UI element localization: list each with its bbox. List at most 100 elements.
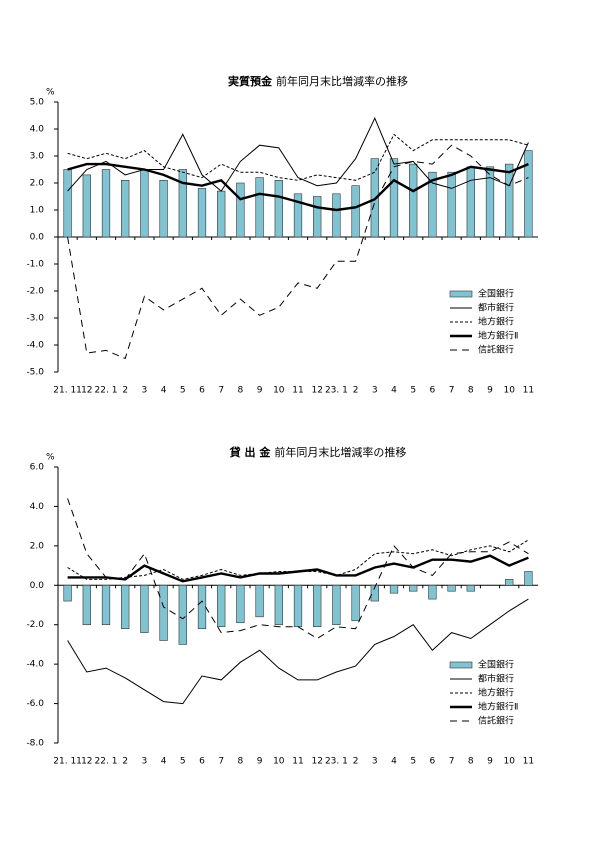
- bar: [178, 169, 187, 238]
- bar: [159, 584, 168, 641]
- bar: [409, 584, 418, 592]
- bar: [255, 584, 264, 618]
- x-tick-label: 12: [311, 757, 322, 767]
- x-tick-label: 5: [180, 386, 186, 396]
- x-tick-label: 12: [81, 386, 92, 396]
- y-tick-label: 2.0: [30, 179, 45, 189]
- x-tick-label: 8: [238, 757, 244, 767]
- bar: [428, 171, 437, 238]
- y-tick-label: -5.0: [26, 368, 44, 378]
- bar: [82, 174, 91, 238]
- bar: [236, 182, 245, 238]
- legend-label: 地方銀行Ⅱ: [478, 330, 518, 342]
- x-tick-label: 8: [468, 386, 474, 396]
- y-tick-label: 3.0: [30, 152, 45, 162]
- legend-label: 全国銀行: [478, 659, 514, 671]
- x-tick-label: 8: [238, 386, 244, 396]
- x-tick-label: 3: [142, 386, 148, 396]
- bar: [370, 584, 379, 602]
- bar: [140, 169, 149, 238]
- bar: [447, 584, 456, 592]
- bar: [255, 177, 264, 238]
- line-series: [67, 598, 529, 705]
- legend-label: 信託銀行: [478, 715, 514, 727]
- y-tick-label: -6.0: [26, 699, 44, 709]
- bar: [524, 571, 533, 586]
- bar: [485, 166, 495, 238]
- x-tick-label: 4: [161, 386, 167, 396]
- bar: [217, 584, 226, 627]
- x-tick-label: 6: [199, 386, 205, 396]
- legend-label: 地方銀行: [478, 316, 514, 328]
- y-unit: %: [46, 88, 55, 98]
- bar: [121, 180, 130, 238]
- line-series: [67, 539, 529, 580]
- x-tick-label: 11: [523, 386, 534, 396]
- y-tick-label: -3.0: [26, 314, 44, 324]
- line-series: [67, 498, 529, 640]
- x-tick-label: 8: [468, 757, 474, 767]
- bar: [236, 584, 245, 624]
- bar: [409, 163, 418, 238]
- bar: [389, 584, 399, 594]
- x-tick-label: 10: [273, 386, 285, 396]
- bar: [351, 584, 360, 622]
- x-tick-label: 9: [487, 757, 493, 767]
- y-tick-label: -2.0: [26, 287, 44, 297]
- legend-label: 全国銀行: [478, 288, 514, 300]
- chart-title: 実質預金 前年同月末比増減率の推移: [228, 74, 408, 88]
- title-sub: 前年同月末比増減率の推移: [274, 445, 406, 459]
- x-tick-label: 12: [81, 757, 92, 767]
- title-main: 実質預金: [228, 74, 273, 88]
- bar: [63, 584, 72, 602]
- bar: [197, 188, 207, 238]
- x-tick-label: 23. 1: [325, 757, 348, 767]
- y-tick-label: 6.0: [30, 463, 45, 473]
- x-tick-label: 22. 1: [95, 386, 118, 396]
- x-tick-label: 10: [273, 757, 285, 767]
- bar: [293, 584, 303, 627]
- x-tick-label: 11: [292, 386, 303, 396]
- x-tick-label: 12: [311, 386, 322, 396]
- x-tick-label: 3: [142, 757, 148, 767]
- bar: [217, 190, 226, 238]
- x-tick-label: 21. 11: [53, 757, 82, 767]
- line-series: [67, 144, 529, 360]
- bar: [447, 171, 456, 238]
- x-tick-label: 2: [353, 386, 359, 396]
- x-tick-label: 7: [218, 757, 224, 767]
- y-tick-label: -4.0: [26, 660, 44, 670]
- legend-label: 地方銀行: [478, 687, 514, 699]
- legend-swatch: [449, 290, 473, 298]
- bar: [121, 584, 130, 629]
- bar: [313, 196, 322, 238]
- x-tick-label: 4: [391, 757, 397, 767]
- bar: [178, 584, 187, 645]
- legend-label: 都市銀行: [478, 302, 514, 314]
- chart-title: 貸 出 金前年同月末比増減率の推移: [229, 445, 407, 459]
- title-sub: 前年同月末比増減率の推移: [276, 74, 408, 88]
- line-series: [67, 162, 529, 212]
- x-tick-label: 2: [122, 757, 128, 767]
- bar: [524, 150, 533, 238]
- y-tick-label: -4.0: [26, 341, 44, 351]
- bar: [505, 163, 514, 238]
- bar: [389, 158, 399, 238]
- bar: [159, 180, 168, 238]
- legend-swatch: [449, 661, 473, 669]
- y-tick-label: 2.0: [30, 541, 45, 551]
- bar: [274, 180, 283, 238]
- x-tick-label: 11: [523, 757, 534, 767]
- bar: [466, 166, 475, 238]
- x-tick-label: 2: [353, 757, 359, 767]
- x-tick-label: 4: [391, 386, 397, 396]
- y-tick-label: 4.0: [30, 502, 45, 512]
- x-tick-label: 10: [503, 757, 515, 767]
- bar: [351, 185, 360, 238]
- y-tick-label: -2.0: [26, 620, 44, 630]
- y-tick-label: 0.0: [30, 233, 45, 243]
- x-tick-label: 9: [257, 386, 263, 396]
- y-unit: %: [46, 453, 55, 463]
